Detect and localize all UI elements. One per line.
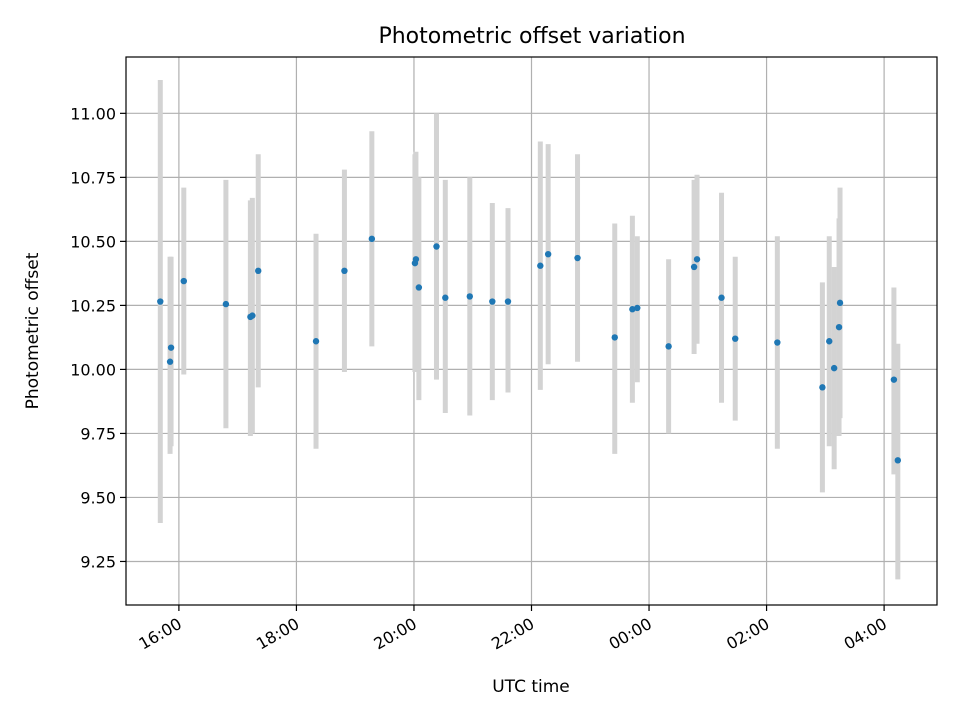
data-point xyxy=(433,243,440,250)
y-tick-label: 10.75 xyxy=(70,168,116,187)
x-axis-ticks: 16:00 18:00 20:00 22:00 00:00 02:00 04:00 xyxy=(135,605,890,654)
data-point xyxy=(890,376,898,383)
data-point xyxy=(255,267,262,275)
y-tick-label: 9.75 xyxy=(80,424,116,443)
x-tick-label: 00:00 xyxy=(606,614,655,654)
x-tick-label: 18:00 xyxy=(253,614,302,654)
data-point xyxy=(774,339,781,346)
data-point xyxy=(830,364,838,372)
x-tick-label: 20:00 xyxy=(371,614,420,654)
data-point xyxy=(819,384,826,391)
y-axis-ticks: 9.25 9.50 9.75 10.00 10.25 10.50 10.75 11.00 xyxy=(70,104,126,571)
data-point xyxy=(690,263,698,271)
data-point xyxy=(574,254,581,262)
data-point xyxy=(249,312,256,319)
x-tick-label: 04:00 xyxy=(841,614,890,654)
data-point xyxy=(537,262,544,269)
data-point xyxy=(611,334,618,341)
data-point xyxy=(489,298,496,305)
data-point xyxy=(312,338,320,345)
data-point xyxy=(466,293,473,300)
data-point xyxy=(341,267,348,275)
x-tick-label: 22:00 xyxy=(488,614,537,654)
data-point xyxy=(415,284,423,291)
data-points xyxy=(157,235,902,464)
data-point xyxy=(504,298,512,305)
data-point xyxy=(166,358,174,365)
data-point xyxy=(368,235,376,243)
data-point xyxy=(693,256,701,263)
y-tick-label: 10.25 xyxy=(70,296,116,315)
data-point xyxy=(732,335,739,342)
data-point xyxy=(836,299,844,307)
data-point xyxy=(718,294,725,301)
data-point xyxy=(412,256,420,263)
y-axis-label: Photometric offset xyxy=(23,252,43,409)
data-point xyxy=(157,298,164,305)
y-tick-label: 10.00 xyxy=(70,360,116,379)
y-tick-label: 10.50 xyxy=(70,232,116,251)
chart-title: Photometric offset variation xyxy=(378,24,685,49)
error-bars xyxy=(157,80,901,580)
x-tick-label: 16:00 xyxy=(135,614,184,654)
data-point xyxy=(835,323,843,331)
data-point xyxy=(222,300,230,308)
data-point xyxy=(826,338,833,345)
data-point xyxy=(167,344,175,351)
y-tick-label: 9.50 xyxy=(80,488,116,507)
grid-lines xyxy=(126,57,937,605)
y-tick-label: 9.25 xyxy=(80,552,116,571)
data-point xyxy=(629,306,636,313)
x-tick-label: 02:00 xyxy=(723,614,772,654)
data-point xyxy=(894,457,902,464)
y-tick-label: 11.00 xyxy=(70,104,116,123)
data-point xyxy=(180,277,187,285)
data-point xyxy=(634,304,641,312)
data-point xyxy=(442,294,449,301)
data-point xyxy=(665,343,672,350)
data-point xyxy=(544,250,552,258)
x-axis-label: UTC time xyxy=(492,677,570,697)
